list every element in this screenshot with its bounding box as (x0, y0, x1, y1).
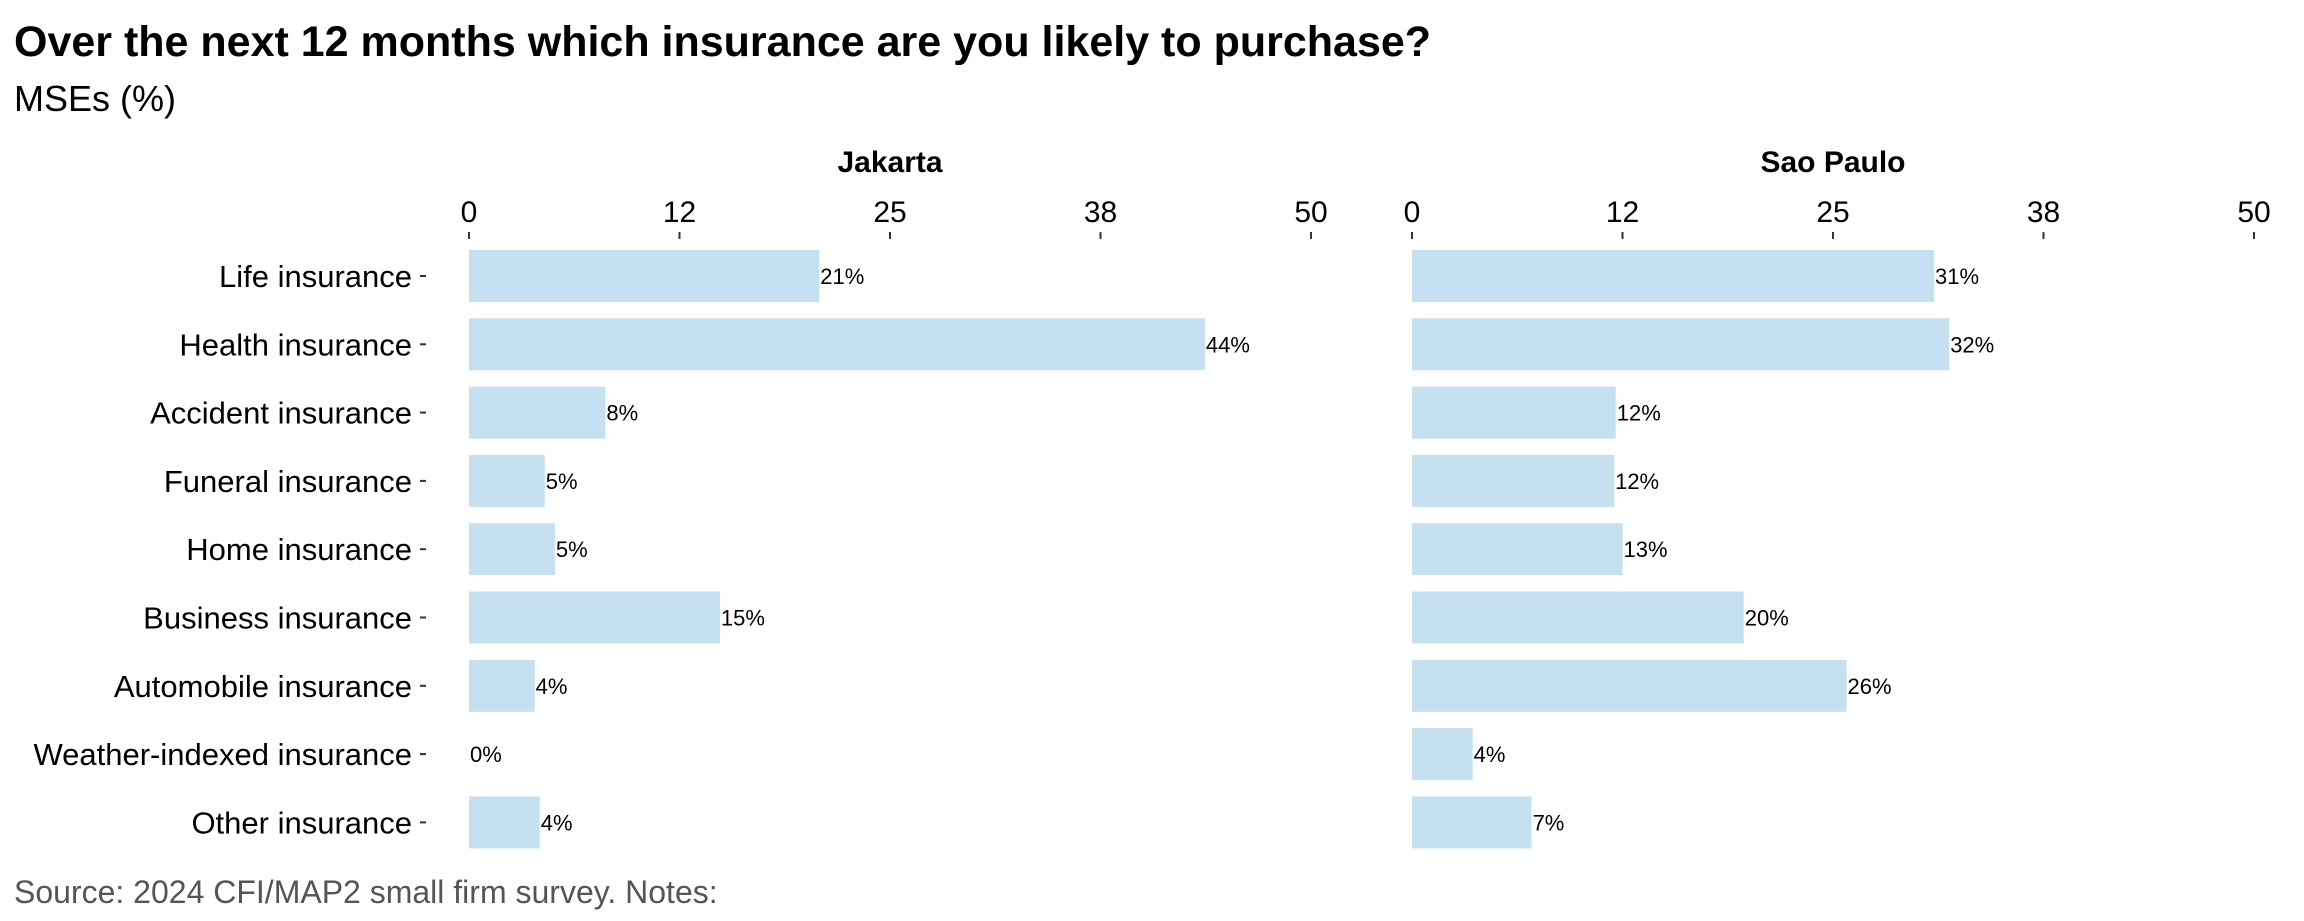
data-label: 12% (1615, 469, 1659, 494)
bar (469, 318, 1205, 371)
bar (469, 659, 535, 712)
data-label: 0% (470, 742, 502, 767)
chart-caption: Source: 2024 CFI/MAP2 small firm survey.… (14, 874, 718, 910)
x-tick-label: 50 (1294, 196, 1327, 229)
data-label: 4% (1474, 742, 1506, 767)
panel-sao-paulo: Sao Paulo 0 12 25 38 50 31% 32% 12% 12% 13% 20% 26% 4… (1404, 146, 2271, 849)
bar (1412, 591, 1744, 644)
bar (469, 591, 720, 644)
x-tick-label: 0 (461, 196, 478, 229)
x-tick-label: 38 (1084, 196, 1117, 229)
category-label: Health insurance (179, 327, 412, 362)
category-label: Automobile insurance (114, 669, 412, 704)
bar (1412, 796, 1532, 849)
data-label: 7% (1533, 810, 1565, 835)
data-label: 4% (541, 810, 573, 835)
bar (1412, 318, 1950, 371)
bar (1412, 659, 1847, 712)
bar (469, 523, 555, 576)
category-label: Funeral insurance (164, 464, 412, 499)
bar (469, 250, 820, 302)
category-axis: Life insurance Health insurance Accident i… (33, 259, 426, 840)
bar (469, 796, 540, 849)
category-label: Accident insurance (150, 396, 412, 431)
x-tick-label: 12 (663, 196, 696, 229)
category-label: Life insurance (219, 259, 412, 294)
data-label: 13% (1624, 537, 1668, 562)
data-label: 5% (556, 537, 588, 562)
panel-title: Sao Paulo (1760, 146, 1905, 179)
panel-title: Jakarta (837, 146, 942, 179)
category-label: Weather-indexed insurance (33, 737, 412, 772)
data-label: 44% (1206, 332, 1250, 357)
panel-jakarta: Jakarta 0 12 25 38 50 21% 44% 8% 5% 5% 15% 4% 0% 4% (461, 146, 1328, 849)
data-label: 26% (1847, 674, 1891, 699)
category-label: Home insurance (186, 532, 412, 567)
data-label: 31% (1935, 264, 1979, 289)
category-label: Other insurance (191, 805, 412, 840)
category-label: Business insurance (143, 601, 412, 636)
bar (1412, 454, 1615, 507)
data-label: 5% (546, 469, 578, 494)
data-label: 15% (721, 606, 765, 631)
data-label: 12% (1617, 401, 1661, 426)
data-label: 32% (1950, 332, 1994, 357)
chart-subtitle: MSEs (%) (14, 78, 176, 119)
data-label: 4% (536, 674, 568, 699)
data-label: 20% (1745, 606, 1789, 631)
bar (1412, 250, 1935, 302)
data-label: 21% (820, 264, 864, 289)
chart-title: Over the next 12 months which insurance … (14, 18, 1432, 66)
bar (1412, 523, 1623, 576)
bar (469, 454, 545, 507)
x-tick-label: 38 (2027, 196, 2060, 229)
bar (1412, 728, 1473, 781)
x-tick-label: 12 (1606, 196, 1639, 229)
x-tick-label: 25 (873, 196, 906, 229)
bar (469, 386, 606, 439)
data-label: 8% (606, 401, 638, 426)
x-tick-label: 0 (1404, 196, 1421, 229)
bar (1412, 386, 1616, 439)
x-tick-label: 25 (1816, 196, 1849, 229)
x-tick-label: 50 (2237, 196, 2270, 229)
